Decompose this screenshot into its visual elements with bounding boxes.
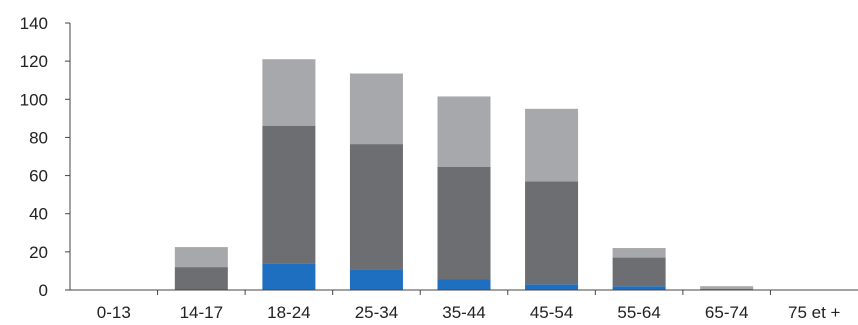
x-tick-label: 55-64: [617, 303, 660, 322]
x-tick-label: 65-74: [705, 303, 748, 322]
bar-segment-45-54-series-1: [525, 284, 579, 290]
x-tick-label: 0-13: [97, 303, 131, 322]
y-tick-label: 120: [20, 52, 48, 71]
bar-segment-55-64-series-3: [612, 248, 666, 258]
x-tick-label: 14-17: [180, 303, 223, 322]
y-tick-label: 20: [29, 243, 48, 262]
bar-segment-14-17-series-3: [174, 247, 228, 268]
x-tick-label: 35-44: [442, 303, 485, 322]
bar-segment-18-24-series-2: [262, 125, 316, 264]
bar-segment-65-74-series-3: [700, 286, 754, 290]
bar-segment-45-54-series-2: [525, 181, 579, 285]
axes-layer: 0 20 40 60 80 100 120 140 0-13 14-17 18-24 25-34 35-…: [20, 14, 858, 322]
bar-segment-55-64-series-1: [612, 286, 666, 290]
bar-segment-35-44-series-1: [437, 279, 491, 290]
bar-segment-35-44-series-2: [437, 166, 491, 280]
x-tick-label: 75 et +: [788, 303, 841, 322]
bar-segment-55-64-series-2: [612, 257, 666, 287]
bar-segment-45-54-series-3: [525, 108, 579, 182]
x-tick-label: 25-34: [355, 303, 398, 322]
bar-segment-35-44-series-3: [437, 96, 491, 167]
bar-segment-25-34-series-3: [349, 73, 403, 145]
y-tick-label: 140: [20, 14, 48, 33]
y-tick-label: 60: [29, 167, 48, 186]
x-tick-label: 18-24: [267, 303, 310, 322]
bar-segment-25-34-series-2: [349, 144, 403, 270]
bar-segment-18-24-series-3: [262, 59, 316, 126]
y-tick-label: 0: [39, 281, 48, 300]
bar-layer: [174, 59, 754, 290]
y-tick-label: 80: [29, 128, 48, 147]
x-tick-label: 45-54: [530, 303, 573, 322]
y-tick-label: 40: [29, 205, 48, 224]
y-tick-label: 100: [20, 90, 48, 109]
bar-segment-14-17-series-2: [174, 267, 228, 290]
bar-segment-18-24-series-1: [262, 263, 316, 290]
bar-segment-25-34-series-1: [349, 269, 403, 290]
